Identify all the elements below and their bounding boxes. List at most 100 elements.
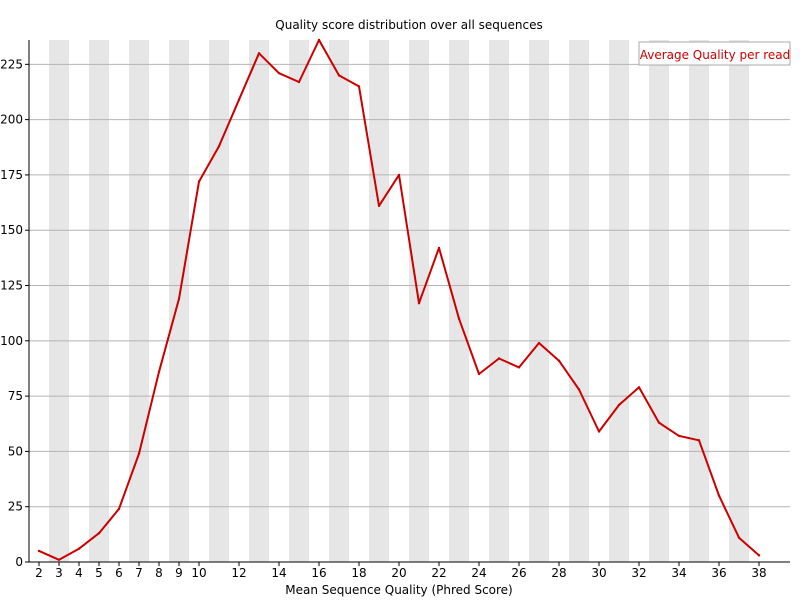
data-point (197, 180, 201, 183)
data-point (397, 173, 401, 177)
background-band (529, 40, 549, 562)
data-point (477, 372, 481, 376)
y-tick-label: 0 (15, 555, 23, 569)
x-tick-label: 3 (55, 566, 63, 580)
background-band (49, 40, 69, 562)
y-tick-label: 175 (0, 168, 23, 182)
x-tick-label: 7 (135, 566, 143, 580)
background-band (209, 40, 229, 562)
x-tick-label: 6 (115, 566, 123, 580)
background-band (489, 40, 509, 562)
x-tick-label: 34 (671, 566, 686, 580)
data-point (57, 558, 61, 561)
background-band (609, 40, 629, 562)
data-point (237, 98, 241, 101)
x-axis-label: Mean Sequence Quality (Phred Score) (285, 583, 513, 597)
legend: Average Quality per read (638, 41, 791, 66)
x-tick-label: 10 (191, 566, 206, 580)
data-point (177, 297, 181, 300)
data-point (597, 430, 601, 433)
data-point (737, 536, 741, 539)
data-point (157, 370, 161, 373)
background-band (329, 40, 349, 562)
background-band (129, 40, 149, 562)
background-band (369, 40, 389, 562)
y-tick-labels: 0 25 50 75 100 125 150 175 200 225 (0, 57, 23, 569)
data-point (697, 439, 701, 442)
data-point (537, 341, 541, 345)
data-point (77, 547, 81, 550)
data-point (457, 317, 461, 320)
background-band (289, 40, 309, 562)
data-point (97, 532, 101, 535)
data-point (297, 80, 301, 84)
y-tick-marks (25, 63, 29, 563)
background-band (249, 40, 269, 562)
data-point (377, 204, 381, 208)
background-band (729, 40, 749, 562)
data-point (637, 386, 641, 389)
x-tick-label: 14 (271, 566, 286, 580)
x-tick-label: 5 (95, 566, 103, 580)
y-tick-label: 100 (0, 334, 23, 348)
background-band (449, 40, 469, 562)
x-tick-label: 38 (751, 566, 766, 580)
y-tick-label: 75 (8, 389, 23, 403)
background-band (689, 40, 709, 562)
data-point (617, 403, 621, 407)
x-tick-label: 26 (511, 566, 526, 580)
axes (28, 40, 790, 563)
data-point (257, 52, 261, 55)
x-tick-label: 30 (591, 566, 606, 580)
data-point (437, 246, 441, 250)
x-tick-label: 9 (175, 566, 183, 580)
data-point (577, 388, 581, 391)
data-point (657, 421, 661, 424)
x-tick-label: 36 (711, 566, 726, 580)
y-tick-label: 150 (0, 223, 23, 237)
data-point (417, 302, 421, 305)
x-tick-label: 28 (551, 566, 566, 580)
x-tick-label: 16 (311, 566, 326, 580)
x-tick-label: 4 (75, 566, 83, 580)
x-tick-label: 32 (631, 566, 646, 580)
x-tick-label: 2 (35, 566, 43, 580)
legend-label: Average Quality per read (640, 48, 791, 62)
x-tick-label: 8 (155, 566, 163, 580)
data-point (317, 38, 321, 42)
y-tick-label: 25 (8, 500, 23, 514)
x-tick-label: 18 (351, 566, 366, 580)
data-point (557, 359, 561, 362)
background-band (649, 40, 669, 562)
chart-title: Quality score distribution over all sequ… (275, 18, 542, 32)
data-point (37, 549, 41, 553)
x-tick-label: 24 (471, 566, 486, 580)
data-point (677, 434, 681, 438)
gridlines (29, 63, 790, 508)
data-point (357, 85, 361, 88)
data-point (217, 144, 221, 148)
data-point (517, 366, 521, 369)
background-bands (49, 40, 749, 562)
y-tick-label: 50 (8, 444, 23, 458)
data-point (497, 357, 501, 360)
y-tick-label: 125 (0, 279, 23, 293)
background-band (569, 40, 589, 562)
data-point (337, 74, 341, 77)
background-band (89, 40, 109, 562)
y-tick-label: 200 (0, 113, 23, 127)
x-tick-label: 12 (231, 566, 246, 580)
data-point (137, 452, 141, 455)
x-tick-labels: 2 3 4 5 6 7 8 9 10 12 14 16 18 20 22 24 26 28 30 32 34 36 38 (35, 566, 766, 580)
data-point (117, 507, 121, 511)
x-tick-label: 20 (391, 566, 406, 580)
x-tick-marks (38, 562, 760, 566)
data-point (757, 554, 761, 557)
y-tick-label: 225 (0, 57, 23, 71)
series-layer (37, 38, 761, 561)
legend-box (638, 41, 791, 66)
x-tick-label: 22 (431, 566, 446, 580)
data-point (717, 494, 721, 497)
data-point (277, 71, 281, 75)
